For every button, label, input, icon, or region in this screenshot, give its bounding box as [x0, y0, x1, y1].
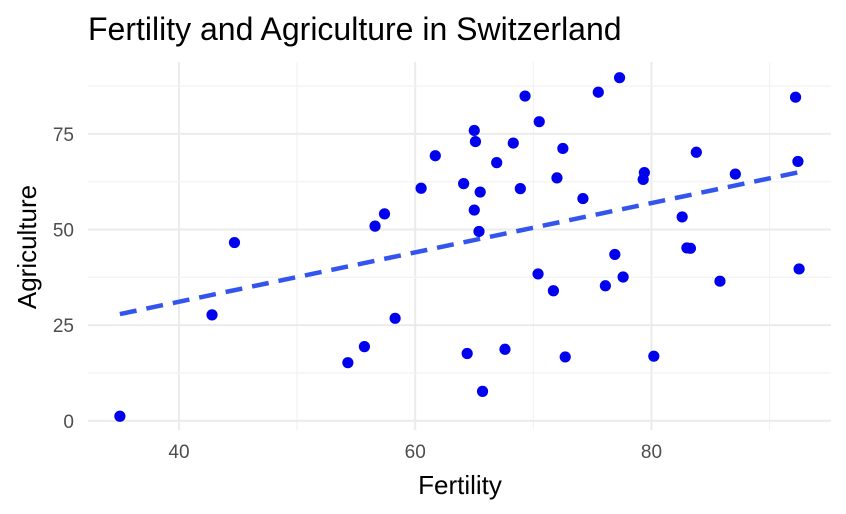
data-point [369, 220, 381, 232]
data-point [676, 211, 688, 223]
data-point [461, 347, 473, 360]
data-point [474, 186, 486, 198]
data-point [491, 157, 503, 169]
data-point [789, 91, 802, 103]
data-point [684, 242, 697, 254]
data-point [458, 178, 470, 190]
data-point [415, 182, 427, 194]
x-tick-label: 60 [405, 442, 426, 463]
data-point [551, 172, 563, 184]
x-axis-title: Fertility [418, 470, 502, 500]
data-point [358, 341, 371, 353]
data-point [559, 351, 571, 363]
data-point [342, 357, 354, 369]
data-point [429, 150, 441, 162]
data-point [532, 268, 544, 280]
data-point [519, 90, 531, 102]
data-point [613, 72, 626, 84]
data-point [792, 155, 804, 168]
data-point [648, 350, 660, 362]
data-points [114, 72, 805, 422]
data-point [389, 312, 401, 324]
data-point [533, 116, 545, 128]
grid-lines [88, 62, 831, 430]
data-point [592, 86, 604, 98]
x-axis-tick-labels: 40 60 80 [168, 442, 662, 463]
data-point [793, 263, 805, 275]
trend-line-layer [119, 169, 800, 317]
data-point [729, 168, 741, 180]
trend-line [119, 169, 800, 317]
data-point [714, 275, 726, 287]
x-tick-label: 80 [641, 442, 662, 463]
data-point [476, 385, 489, 397]
y-tick-label: 0 [63, 412, 74, 433]
data-point [617, 271, 629, 283]
data-point [577, 192, 589, 205]
data-point [206, 309, 218, 321]
data-point [469, 135, 482, 148]
data-point [499, 343, 511, 355]
data-point [638, 166, 650, 179]
data-point [514, 183, 526, 195]
data-point [507, 137, 519, 149]
data-point [114, 410, 126, 422]
y-axis-tick-labels: 0 25 50 75 [53, 125, 74, 433]
chart-title: Fertility and Agriculture in Switzerland [88, 11, 622, 47]
y-axis-title: Agriculture [12, 185, 42, 309]
data-point [473, 225, 485, 238]
data-point [468, 204, 480, 216]
data-point [609, 248, 621, 261]
data-point [599, 280, 611, 292]
x-tick-label: 40 [168, 442, 189, 463]
data-point [468, 124, 480, 137]
y-tick-label: 75 [53, 125, 74, 146]
data-point [690, 146, 702, 158]
y-tick-label: 50 [53, 221, 74, 242]
data-point [557, 142, 569, 155]
data-point [378, 208, 391, 220]
data-point [547, 285, 560, 297]
data-point [228, 236, 241, 249]
y-tick-label: 25 [53, 316, 74, 337]
